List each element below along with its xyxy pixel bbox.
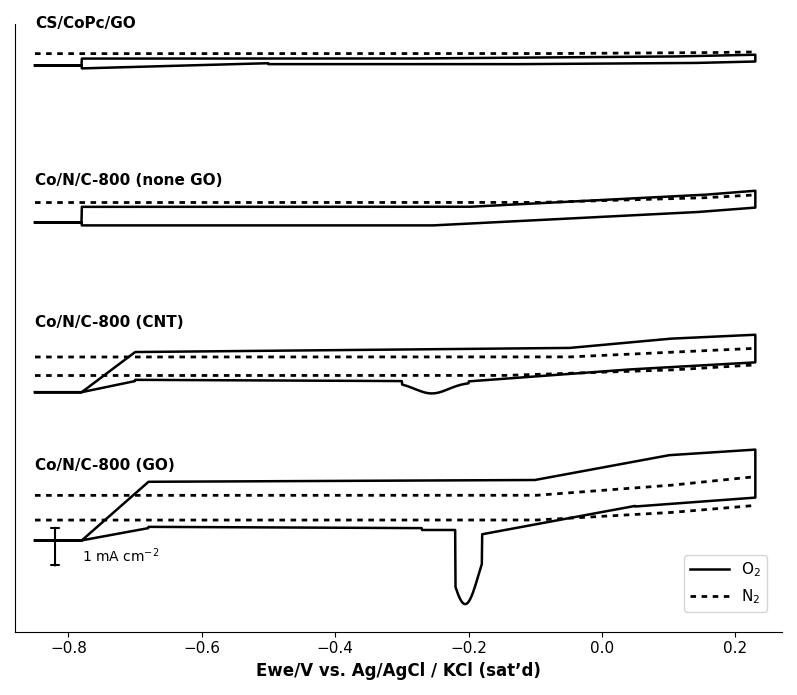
Text: Co/N/C-800 (none GO): Co/N/C-800 (none GO) <box>35 173 222 188</box>
X-axis label: Ewe/V vs. Ag/AgCl / KCl (sat’d): Ewe/V vs. Ag/AgCl / KCl (sat’d) <box>256 662 541 680</box>
Text: CS/CoPc/GO: CS/CoPc/GO <box>35 16 135 31</box>
Text: Co/N/C-800 (CNT): Co/N/C-800 (CNT) <box>35 316 183 330</box>
Legend: O$_2$, N$_2$: O$_2$, N$_2$ <box>684 555 767 612</box>
Text: Co/N/C-800 (GO): Co/N/C-800 (GO) <box>35 457 175 473</box>
Text: 1 mA cm$^{-2}$: 1 mA cm$^{-2}$ <box>82 546 159 564</box>
